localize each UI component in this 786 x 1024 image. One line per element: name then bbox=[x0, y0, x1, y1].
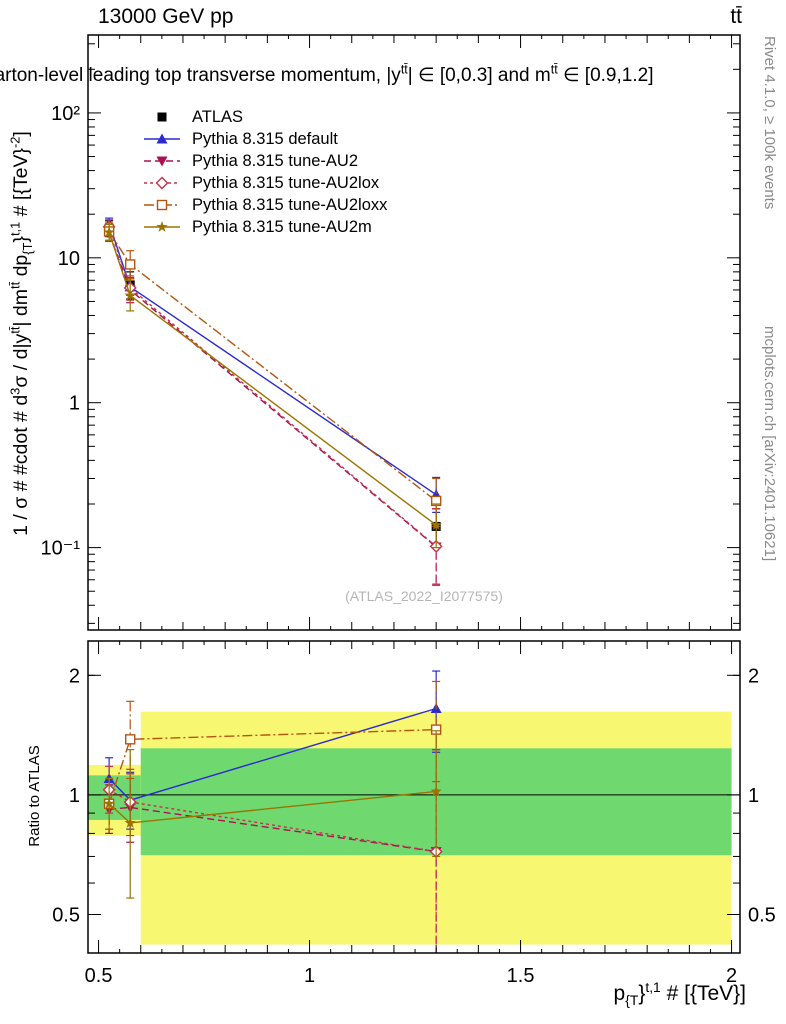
legend-item: ATLAS bbox=[142, 106, 387, 128]
legend-item: Pythia 8.315 tune-AU2lox bbox=[142, 172, 387, 194]
series-atlas bbox=[104, 220, 441, 546]
axis-ticks bbox=[88, 35, 740, 954]
label-segment: tt̄ bbox=[400, 62, 408, 77]
plot-title: parton-level leading top transverse mome… bbox=[0, 62, 654, 87]
triangle-up-marker-icon bbox=[144, 133, 180, 144]
label-segment: tt̄ bbox=[7, 281, 23, 289]
x-axis-label: p{T}t,1 # [{TeV}] bbox=[613, 979, 746, 1009]
square-marker-icon bbox=[157, 112, 167, 122]
series-pythia-8-315-tune-au2loxx bbox=[103, 222, 442, 528]
tick-label: 1.5 bbox=[507, 965, 535, 987]
ratio-uncertainty-bands bbox=[88, 711, 732, 945]
triangle-down-marker-icon bbox=[144, 156, 180, 167]
panel-frames bbox=[87, 34, 741, 954]
legend: ATLAS Pythia 8.315 default Pythia 8.315 tu… bbox=[142, 106, 387, 238]
label-segment: -2 bbox=[7, 136, 23, 148]
uncertainty-band-inner bbox=[88, 775, 141, 820]
tick-label: 1 bbox=[748, 785, 759, 807]
tick-label: 2 bbox=[748, 665, 759, 687]
label-segment: {T bbox=[19, 242, 35, 255]
label-segment: 3 bbox=[7, 387, 23, 395]
legend-label: Pythia 8.315 tune-AU2lox bbox=[192, 173, 380, 192]
label-segment: parton-level leading top transverse mome… bbox=[0, 65, 401, 86]
series-pythia-8-315-tune-au2m bbox=[103, 730, 442, 899]
tick-label: 10⁻¹ bbox=[41, 538, 81, 560]
legend-label: Pythia 8.315 tune-AU2loxx bbox=[192, 195, 388, 214]
ratio-panel-frame bbox=[87, 640, 741, 954]
label-segment: } bbox=[10, 236, 32, 243]
tick-label: 1 bbox=[304, 965, 315, 987]
label-segment: 1 / σ # #cdot # d bbox=[10, 394, 32, 536]
legend-label: Pythia 8.315 default bbox=[192, 129, 338, 148]
label-segment: # [{TeV}] bbox=[660, 982, 746, 1005]
label-segment: # [{TeV} bbox=[10, 148, 32, 222]
star-marker-icon bbox=[144, 221, 180, 232]
series-line bbox=[108, 226, 437, 547]
tick-label: 2 bbox=[69, 665, 80, 687]
label-segment: {T bbox=[625, 992, 639, 1009]
tick-label: 1 bbox=[69, 785, 80, 807]
mcplots-arxiv-label: mcplots.cern.ch [arXiv:2401.10621] bbox=[761, 326, 778, 562]
label-segment: ∈ [0.9,1.2] bbox=[557, 65, 654, 86]
y-axis-label: 1 / σ # #cdot # d3σ / d|ytt̄| dmtt̄ dp{T… bbox=[7, 35, 35, 632]
legend-label: Pythia 8.315 tune-AU2 bbox=[192, 151, 359, 170]
tick-label: 0.5 bbox=[748, 904, 776, 926]
series-pythia-8-315-tune-au2m bbox=[103, 223, 442, 549]
diamond-open-marker-icon bbox=[144, 176, 180, 190]
label-segment: p bbox=[613, 982, 626, 1005]
tick-label: 0.5 bbox=[52, 904, 80, 926]
label-segment: σ / d|y bbox=[10, 333, 32, 388]
tick-label: 0.5 bbox=[85, 965, 113, 987]
label-segment: | ∈ [0,0.3] and m bbox=[407, 65, 551, 86]
series-pythia-8-315-tune-au2 bbox=[103, 224, 442, 586]
legend-item: Pythia 8.315 tune-AU2loxx bbox=[142, 194, 387, 216]
legend-item: Pythia 8.315 tune-AU2m bbox=[142, 216, 387, 238]
legend-label: ATLAS bbox=[192, 107, 244, 126]
label-segment: ] bbox=[10, 131, 32, 137]
ratio-axis-label: Ratio to ATLAS bbox=[26, 745, 43, 847]
label-segment: } bbox=[638, 982, 646, 1005]
square-open-marker-icon bbox=[144, 199, 180, 211]
beam-energy-label: 13000 GeV pp bbox=[98, 5, 234, 28]
tick-labels: 10² 10 1 10⁻¹ 2 2 1 1 0.5 0.5 0.5 1 1.5 2 bbox=[41, 103, 776, 987]
label-segment: | dm bbox=[10, 288, 32, 327]
label-segment: dp bbox=[10, 254, 32, 282]
series-pythia-8-315-default bbox=[103, 217, 442, 513]
label-segment: t,1 bbox=[7, 221, 23, 237]
series-line bbox=[108, 232, 437, 548]
label-segment: tt̄ bbox=[550, 62, 558, 77]
process-label: tt̄ bbox=[730, 5, 742, 28]
label-segment: t,1 bbox=[645, 979, 661, 995]
main-panel-frame bbox=[87, 34, 741, 631]
analysis-watermark: (ATLAS_2022_I2077575) bbox=[345, 588, 503, 604]
tick-label: 2 bbox=[726, 965, 737, 987]
tick-label: 1 bbox=[69, 393, 80, 415]
series-line bbox=[108, 232, 437, 526]
label-segment: tt̄ bbox=[7, 326, 23, 334]
legend-item: Pythia 8.315 default bbox=[142, 128, 387, 150]
legend-item: Pythia 8.315 tune-AU2 bbox=[142, 150, 387, 172]
rivet-version-label: Rivet 4.1.0, ≥ 100k events bbox=[761, 36, 778, 210]
tick-label: 10 bbox=[58, 248, 80, 270]
legend-label: Pythia 8.315 tune-AU2m bbox=[192, 217, 372, 236]
tick-label: 10² bbox=[51, 103, 80, 125]
series-line bbox=[108, 223, 437, 496]
